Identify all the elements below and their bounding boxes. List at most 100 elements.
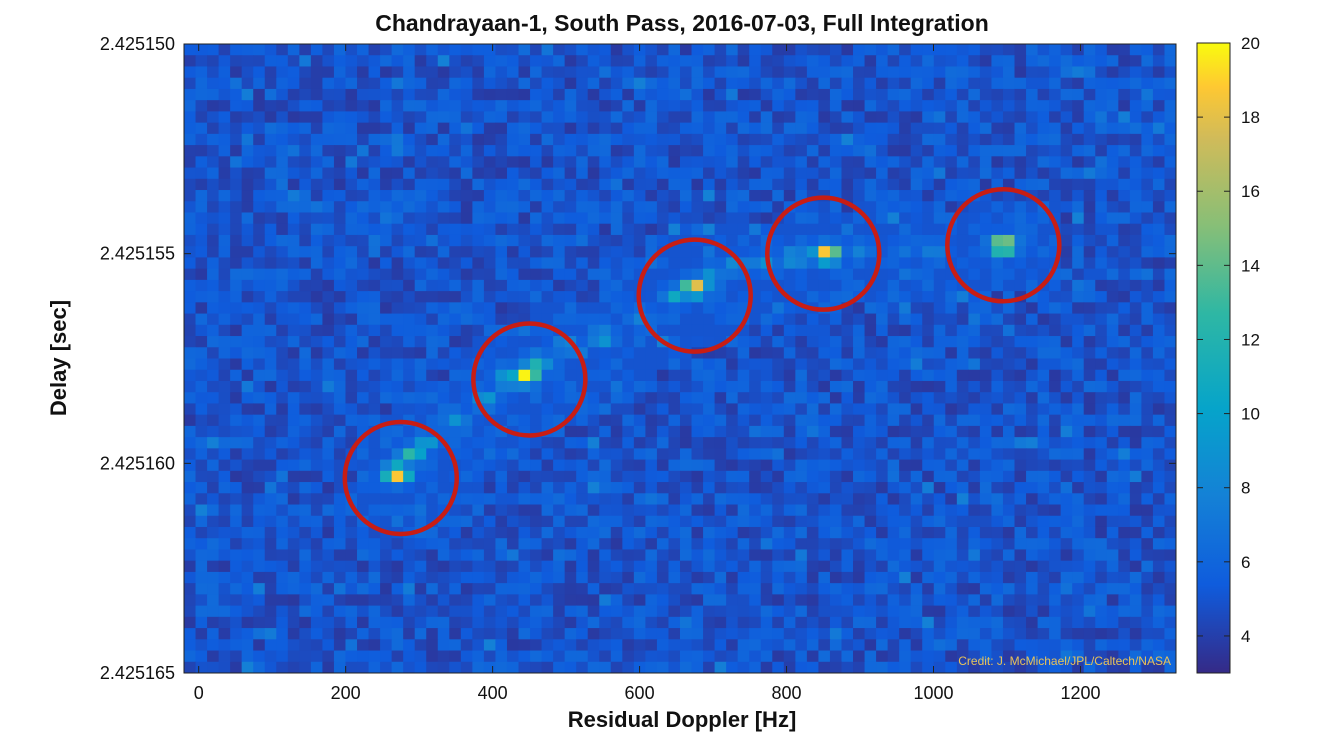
heatmap-cell [599, 470, 612, 483]
heatmap-cell [818, 628, 831, 640]
heatmap-cell [737, 403, 750, 416]
heatmap-cell [287, 133, 300, 146]
heatmap-cell [622, 336, 635, 348]
heatmap-cell [922, 639, 935, 652]
heatmap-cell [218, 257, 231, 270]
heatmap-cell [310, 628, 324, 640]
heatmap-cell [541, 560, 554, 573]
heatmap-cell [310, 605, 324, 618]
heatmap-cell [910, 100, 923, 112]
heatmap-cell [979, 380, 993, 393]
heatmap-cell [207, 493, 220, 506]
heatmap-cell [541, 145, 554, 157]
heatmap-cell [1095, 66, 1108, 79]
heatmap-cell [841, 201, 854, 214]
heatmap-cell [426, 470, 439, 483]
heatmap-cell [876, 100, 889, 112]
heatmap-cell [564, 111, 577, 124]
heatmap-cell [1060, 538, 1073, 551]
heatmap-cell [703, 515, 716, 528]
heatmap-cell [449, 279, 462, 292]
heatmap-cell [426, 234, 439, 247]
heatmap-cell [1106, 257, 1119, 270]
heatmap-cell [576, 279, 589, 292]
heatmap-cell [887, 661, 900, 673]
heatmap-cell [460, 583, 473, 595]
heatmap-cell [403, 302, 416, 315]
heatmap-cell [264, 538, 277, 551]
heatmap-cell [310, 448, 324, 461]
heatmap-cell [1164, 425, 1176, 438]
heatmap-cell [1118, 122, 1131, 135]
heatmap-cell [829, 560, 843, 573]
heatmap-cell [772, 470, 785, 483]
heatmap-cell [991, 313, 1004, 326]
heatmap-cell [345, 639, 358, 652]
heatmap-cell [887, 369, 900, 382]
heatmap-cell [576, 628, 589, 640]
heatmap-cell [460, 369, 473, 382]
heatmap-cell [726, 145, 739, 157]
heatmap-cell [1164, 459, 1176, 472]
annotation-circle [765, 195, 882, 312]
heatmap-cell [1129, 493, 1142, 506]
heatmap-cell [576, 302, 589, 315]
heatmap-cell [680, 448, 693, 461]
heatmap-cell [518, 156, 531, 169]
heatmap-cell [553, 55, 566, 68]
heatmap-cell [633, 526, 646, 539]
heatmap-cell [564, 538, 577, 551]
heatmap-cell [876, 448, 889, 461]
heatmap-cell [299, 246, 312, 259]
heatmap-cell [345, 414, 358, 427]
heatmap-cell [737, 201, 750, 214]
heatmap-cell [530, 583, 543, 595]
heatmap-cell [829, 639, 843, 652]
heatmap-cell [218, 661, 231, 673]
heatmap-cell [553, 369, 566, 382]
heatmap-cell [610, 246, 623, 259]
heatmap-cell [506, 279, 520, 292]
heatmap-cell [518, 279, 531, 292]
heatmap-cell [1060, 100, 1073, 112]
heatmap-cell [1002, 44, 1016, 56]
heatmap-cell [403, 88, 416, 101]
heatmap-cell [922, 616, 935, 629]
heatmap-cell [426, 661, 439, 673]
heatmap-cell [287, 55, 300, 68]
heatmap-cell [933, 201, 946, 214]
heatmap-cell [426, 549, 439, 562]
heatmap-cell [518, 414, 531, 427]
heatmap-cell [460, 403, 473, 416]
heatmap-cell [1083, 291, 1096, 303]
heatmap-cell [691, 515, 704, 528]
heatmap-cell [357, 336, 370, 348]
heatmap-cell [945, 77, 958, 90]
heatmap-cell [333, 369, 347, 382]
heatmap-cell [357, 482, 370, 494]
heatmap-cell [922, 55, 935, 68]
heatmap-cell [749, 77, 762, 90]
heatmap-cell [564, 515, 577, 528]
heatmap-cell [841, 324, 854, 337]
heatmap-cell [991, 55, 1004, 68]
heatmap-cell [1049, 616, 1062, 629]
heatmap-cell [414, 111, 427, 124]
heatmap-cell [287, 178, 300, 191]
heatmap-cell [979, 122, 993, 135]
heatmap-cell [1152, 55, 1166, 68]
heatmap-cell [645, 594, 658, 607]
heatmap-cell [806, 414, 820, 427]
heatmap-cell [599, 122, 612, 135]
heatmap-cell [576, 425, 589, 438]
heatmap-cell [1037, 504, 1050, 517]
heatmap-cell [945, 313, 958, 326]
heatmap-cell [633, 414, 646, 427]
heatmap-cell [1072, 201, 1085, 214]
heatmap-cell [818, 212, 831, 225]
heatmap-cell [1049, 482, 1062, 494]
heatmap-cell [1152, 661, 1166, 673]
heatmap-cell [576, 583, 589, 595]
heatmap-cell [506, 369, 520, 382]
